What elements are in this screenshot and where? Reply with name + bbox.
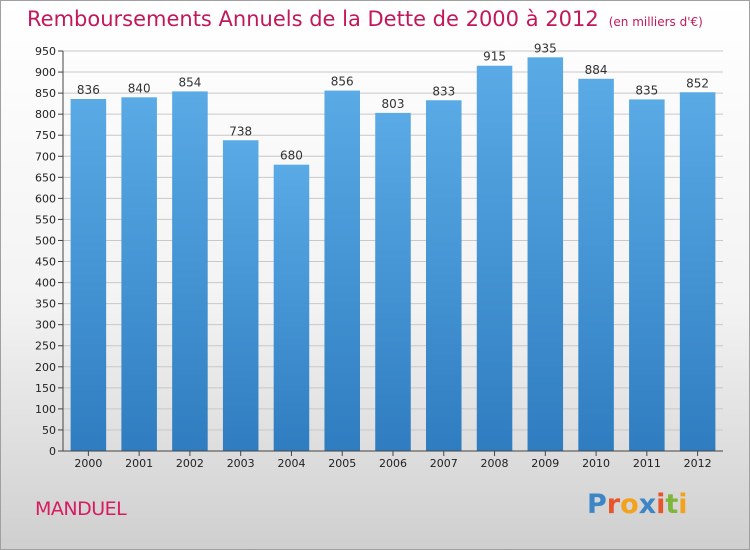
value-labels: 836 840 854 738 680 856 803 833 915 935 884 835 852 [77,41,709,162]
bar-2004 [273,164,310,451]
x-tick-label: 2011 [633,457,661,470]
value-label: 833 [432,84,455,98]
y-tick-label: 100 [35,403,56,416]
y-tick-label: 450 [35,256,56,269]
y-tick-label: 550 [35,213,56,226]
y-tick-label: 300 [35,319,56,332]
bar-2007 [426,100,462,452]
bar-2012 [679,92,716,452]
y-tick-label: 400 [35,277,56,290]
x-tick-label: 2009 [531,457,559,470]
bar-2008 [476,65,513,451]
logo-letter: o [620,489,639,520]
y-tick-label: 500 [35,234,56,247]
y-tick-label: 950 [35,45,56,58]
y-tick-label: 250 [35,340,56,353]
chart-title: Remboursements Annuels de la Dette de 20… [27,7,703,31]
logo-letter: i [656,489,666,520]
y-tick-label: 600 [35,192,56,205]
value-label: 884 [585,63,608,77]
bar-2002 [172,91,208,451]
value-label: 854 [178,75,201,89]
value-label: 835 [635,83,658,97]
bar-2010 [578,78,614,451]
commune-name: MANDUEL [35,498,127,520]
bar-2011 [629,99,665,451]
value-label: 852 [686,76,709,90]
bar-2005 [324,90,360,451]
x-tick-label: 2006 [379,457,407,470]
value-label: 836 [77,83,100,97]
y-tick-label: 650 [35,171,56,184]
y-tick-label: 200 [35,361,56,374]
logo-letter: t [665,489,679,520]
x-tick-label: 2012 [684,457,712,470]
y-tick-label: 750 [35,129,56,142]
y-tick-label: 700 [35,150,56,163]
x-tick-label: 2008 [481,457,509,470]
value-label: 840 [128,81,151,95]
logo-letter: P [587,489,607,520]
logo-letter: x [638,489,657,520]
bar-2000 [70,99,107,451]
bar-2006 [375,112,411,451]
x-tick-label: 2000 [74,457,102,470]
value-label: 856 [331,75,354,89]
y-tick-label: 50 [42,424,56,437]
x-tick-label: 2010 [582,457,610,470]
bar-2001 [121,97,157,451]
value-label: 680 [280,149,303,163]
y-tick-label: 850 [35,87,56,100]
y-tick-label: 0 [49,445,56,458]
value-label: 803 [382,97,405,111]
x-tick-label: 2001 [125,457,153,470]
value-label: 935 [534,41,557,55]
value-label: 915 [483,50,506,64]
y-tick-label: 350 [35,298,56,311]
x-tick-label: 2005 [328,457,356,470]
y-tick-label: 800 [35,108,56,121]
chart-title-text: Remboursements Annuels de la Dette de 20… [27,7,599,31]
x-tick-label: 2007 [430,457,458,470]
bar-2009 [527,57,564,451]
proxiti-logo[interactable]: Proxiti [587,489,688,520]
bars [70,57,716,452]
x-tick-label: 2003 [227,457,255,470]
x-tick-label: 2004 [277,457,305,470]
logo-letter: r [606,489,621,520]
y-tick-label: 900 [35,66,56,79]
axes: 0 50 100 150 200 250 300 350 400 450 500 550 600 650 7… [35,45,723,470]
y-tick-label: 150 [35,382,56,395]
bar-2003 [222,140,259,451]
chart-subtitle: (en milliers d'€) [608,15,703,29]
logo-letter: i [678,489,688,520]
value-label: 738 [229,124,252,138]
x-tick-label: 2002 [176,457,204,470]
